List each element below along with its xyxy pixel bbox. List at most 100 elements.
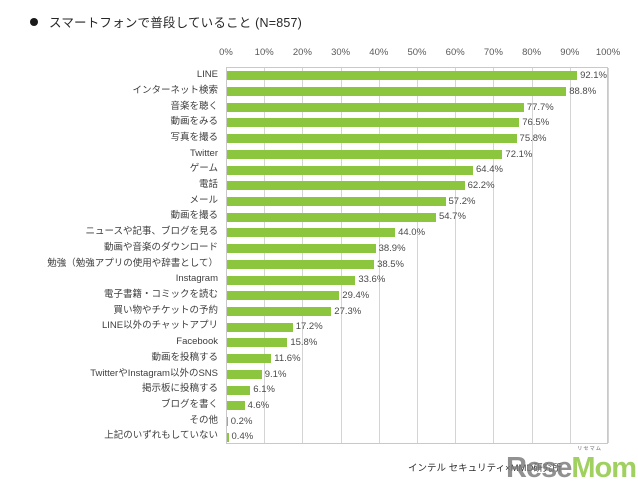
bar-row[interactable]: 44.0% (227, 227, 607, 239)
bar[interactable] (227, 197, 446, 207)
bar[interactable] (227, 385, 251, 395)
bar[interactable] (227, 432, 229, 442)
x-tick-40: 40% (369, 47, 389, 58)
bar-row[interactable]: 9.1% (227, 370, 607, 379)
bar-row[interactable]: 75.8% (227, 132, 607, 144)
x-tick-100: 100% (595, 47, 621, 58)
bar-value-label: 75.8% (519, 132, 547, 144)
bar[interactable] (227, 71, 578, 81)
bar-row[interactable]: 54.7% (227, 212, 607, 222)
x-tick-70: 70% (483, 47, 503, 58)
chart-title: スマートフォンで普段していること (N=857) (30, 12, 302, 31)
bar[interactable] (227, 134, 517, 144)
gridline-20 (302, 68, 304, 443)
bar-chart: 0% 10% 20% 30% 40% 50% 60% 70% 80% 90% 100% LINE イン… (0, 47, 638, 457)
bar[interactable] (227, 401, 245, 411)
category-label: 写真を撮る (170, 131, 218, 143)
x-tick-20: 20% (292, 47, 312, 58)
bar-value-label: 4.6% (247, 399, 270, 411)
bar-value-label: 92.1% (580, 70, 607, 82)
bar-row[interactable]: 29.4% (227, 290, 607, 302)
category-label: メール (189, 194, 218, 206)
bar-row[interactable]: 15.8% (227, 338, 607, 348)
bar[interactable] (227, 212, 436, 222)
category-label: Instagram (175, 273, 218, 285)
category-label: ゲーム (189, 163, 218, 175)
bar-value-label: 6.1% (253, 384, 275, 396)
bar-series: 92.1% 88.8% 77.7% 76.5% 75.8% 72.1% 64.4% 62.2%… (227, 68, 607, 443)
bar-row[interactable]: 0.2% (227, 417, 607, 426)
bar[interactable] (227, 338, 288, 348)
bar[interactable] (227, 354, 272, 364)
bar[interactable] (227, 244, 376, 254)
plot-area: 92.1% 88.8% 77.7% 76.5% 75.8% 72.1% 64.4% 62.2%… (226, 67, 609, 444)
bar[interactable] (227, 416, 228, 426)
bar-row[interactable]: 27.3% (227, 307, 607, 316)
category-label: 電子書籍・コミックを読む (103, 289, 218, 300)
bar[interactable] (227, 165, 473, 175)
category-axis-labels: LINE インターネット検索 音楽を聴く 動画をみる 写真を撮る Twitter ゲーム 電話… (0, 67, 222, 444)
bar-row[interactable]: 33.6% (227, 275, 607, 285)
chart-title-text: スマートフォンで普段していること (N=857) (49, 16, 303, 30)
bar-value-label: 9.1% (264, 368, 287, 380)
category-label: 勉強（勉強アプリの使用や辞書として） (47, 257, 218, 269)
bar-row[interactable]: 62.2% (227, 181, 607, 191)
bar[interactable] (227, 181, 465, 191)
bar[interactable] (227, 149, 503, 159)
bar-value-label: 29.4% (342, 290, 370, 302)
bar[interactable] (227, 291, 340, 301)
bar-row[interactable]: 17.2% (227, 321, 607, 333)
gridline-50 (417, 68, 418, 443)
bar[interactable] (227, 228, 396, 238)
bar-row[interactable]: 0.4% (227, 432, 607, 442)
bar-row[interactable]: 57.2% (227, 195, 607, 207)
x-tick-80: 80% (522, 47, 542, 58)
bar-value-label: 38.5% (377, 258, 404, 270)
bar-row[interactable]: 92.1% (227, 70, 607, 82)
category-label: Facebook (176, 336, 218, 348)
bar[interactable] (227, 322, 293, 332)
source-attribution: インテル セキュリティ×MMD研究所 (408, 463, 562, 474)
bar-row[interactable]: 6.1% (227, 384, 607, 396)
bar-row[interactable]: 77.7% (227, 103, 607, 112)
gridline-70 (493, 68, 495, 443)
bar-row[interactable]: 38.5% (227, 260, 607, 269)
category-label: インターネット検索 (132, 84, 218, 96)
bar[interactable] (227, 369, 262, 379)
x-tick-0: 0% (219, 47, 233, 58)
bar[interactable] (227, 118, 520, 128)
bar[interactable] (227, 259, 375, 269)
x-tick-60: 60% (445, 47, 465, 58)
bar-row[interactable]: 76.5% (227, 118, 607, 128)
gridline-30 (340, 68, 342, 443)
category-label: LINE (196, 69, 218, 81)
category-label: 動画を撮る (170, 210, 218, 222)
bar-row[interactable]: 72.1% (227, 150, 607, 159)
x-tick-50: 50% (407, 47, 427, 58)
bar-value-label: 38.9% (378, 242, 406, 254)
gridline-40 (378, 68, 380, 443)
bar-value-label: 72.1% (505, 148, 533, 160)
bar-row[interactable]: 88.8% (227, 87, 607, 97)
bar-row[interactable]: 4.6% (227, 399, 607, 411)
bar[interactable] (227, 275, 356, 285)
category-label: 動画を投稿する (151, 351, 218, 363)
bar-value-label: 11.6% (274, 352, 301, 364)
bar-value-label: 44.0% (398, 227, 426, 239)
x-tick-90: 90% (560, 47, 580, 58)
bar-value-label: 57.2% (448, 195, 476, 207)
category-label: 掲示板に投稿する (141, 383, 218, 395)
category-label: Twitter (190, 147, 218, 159)
gridline-10 (264, 68, 266, 443)
bar[interactable] (227, 87, 567, 97)
bar[interactable] (227, 102, 524, 112)
category-label: LINE以外のチャットアプリ (101, 320, 218, 332)
bar[interactable] (227, 306, 332, 316)
category-label: 上記のいずれもしていない (104, 430, 218, 442)
bar-value-label: 17.2% (295, 321, 323, 333)
bar-row[interactable]: 11.6% (227, 352, 607, 364)
bar-row[interactable]: 64.4% (227, 165, 607, 175)
bar-row[interactable]: 38.9% (227, 242, 607, 254)
bullet-icon (30, 17, 38, 26)
bar-value-label: 27.3% (334, 305, 362, 317)
